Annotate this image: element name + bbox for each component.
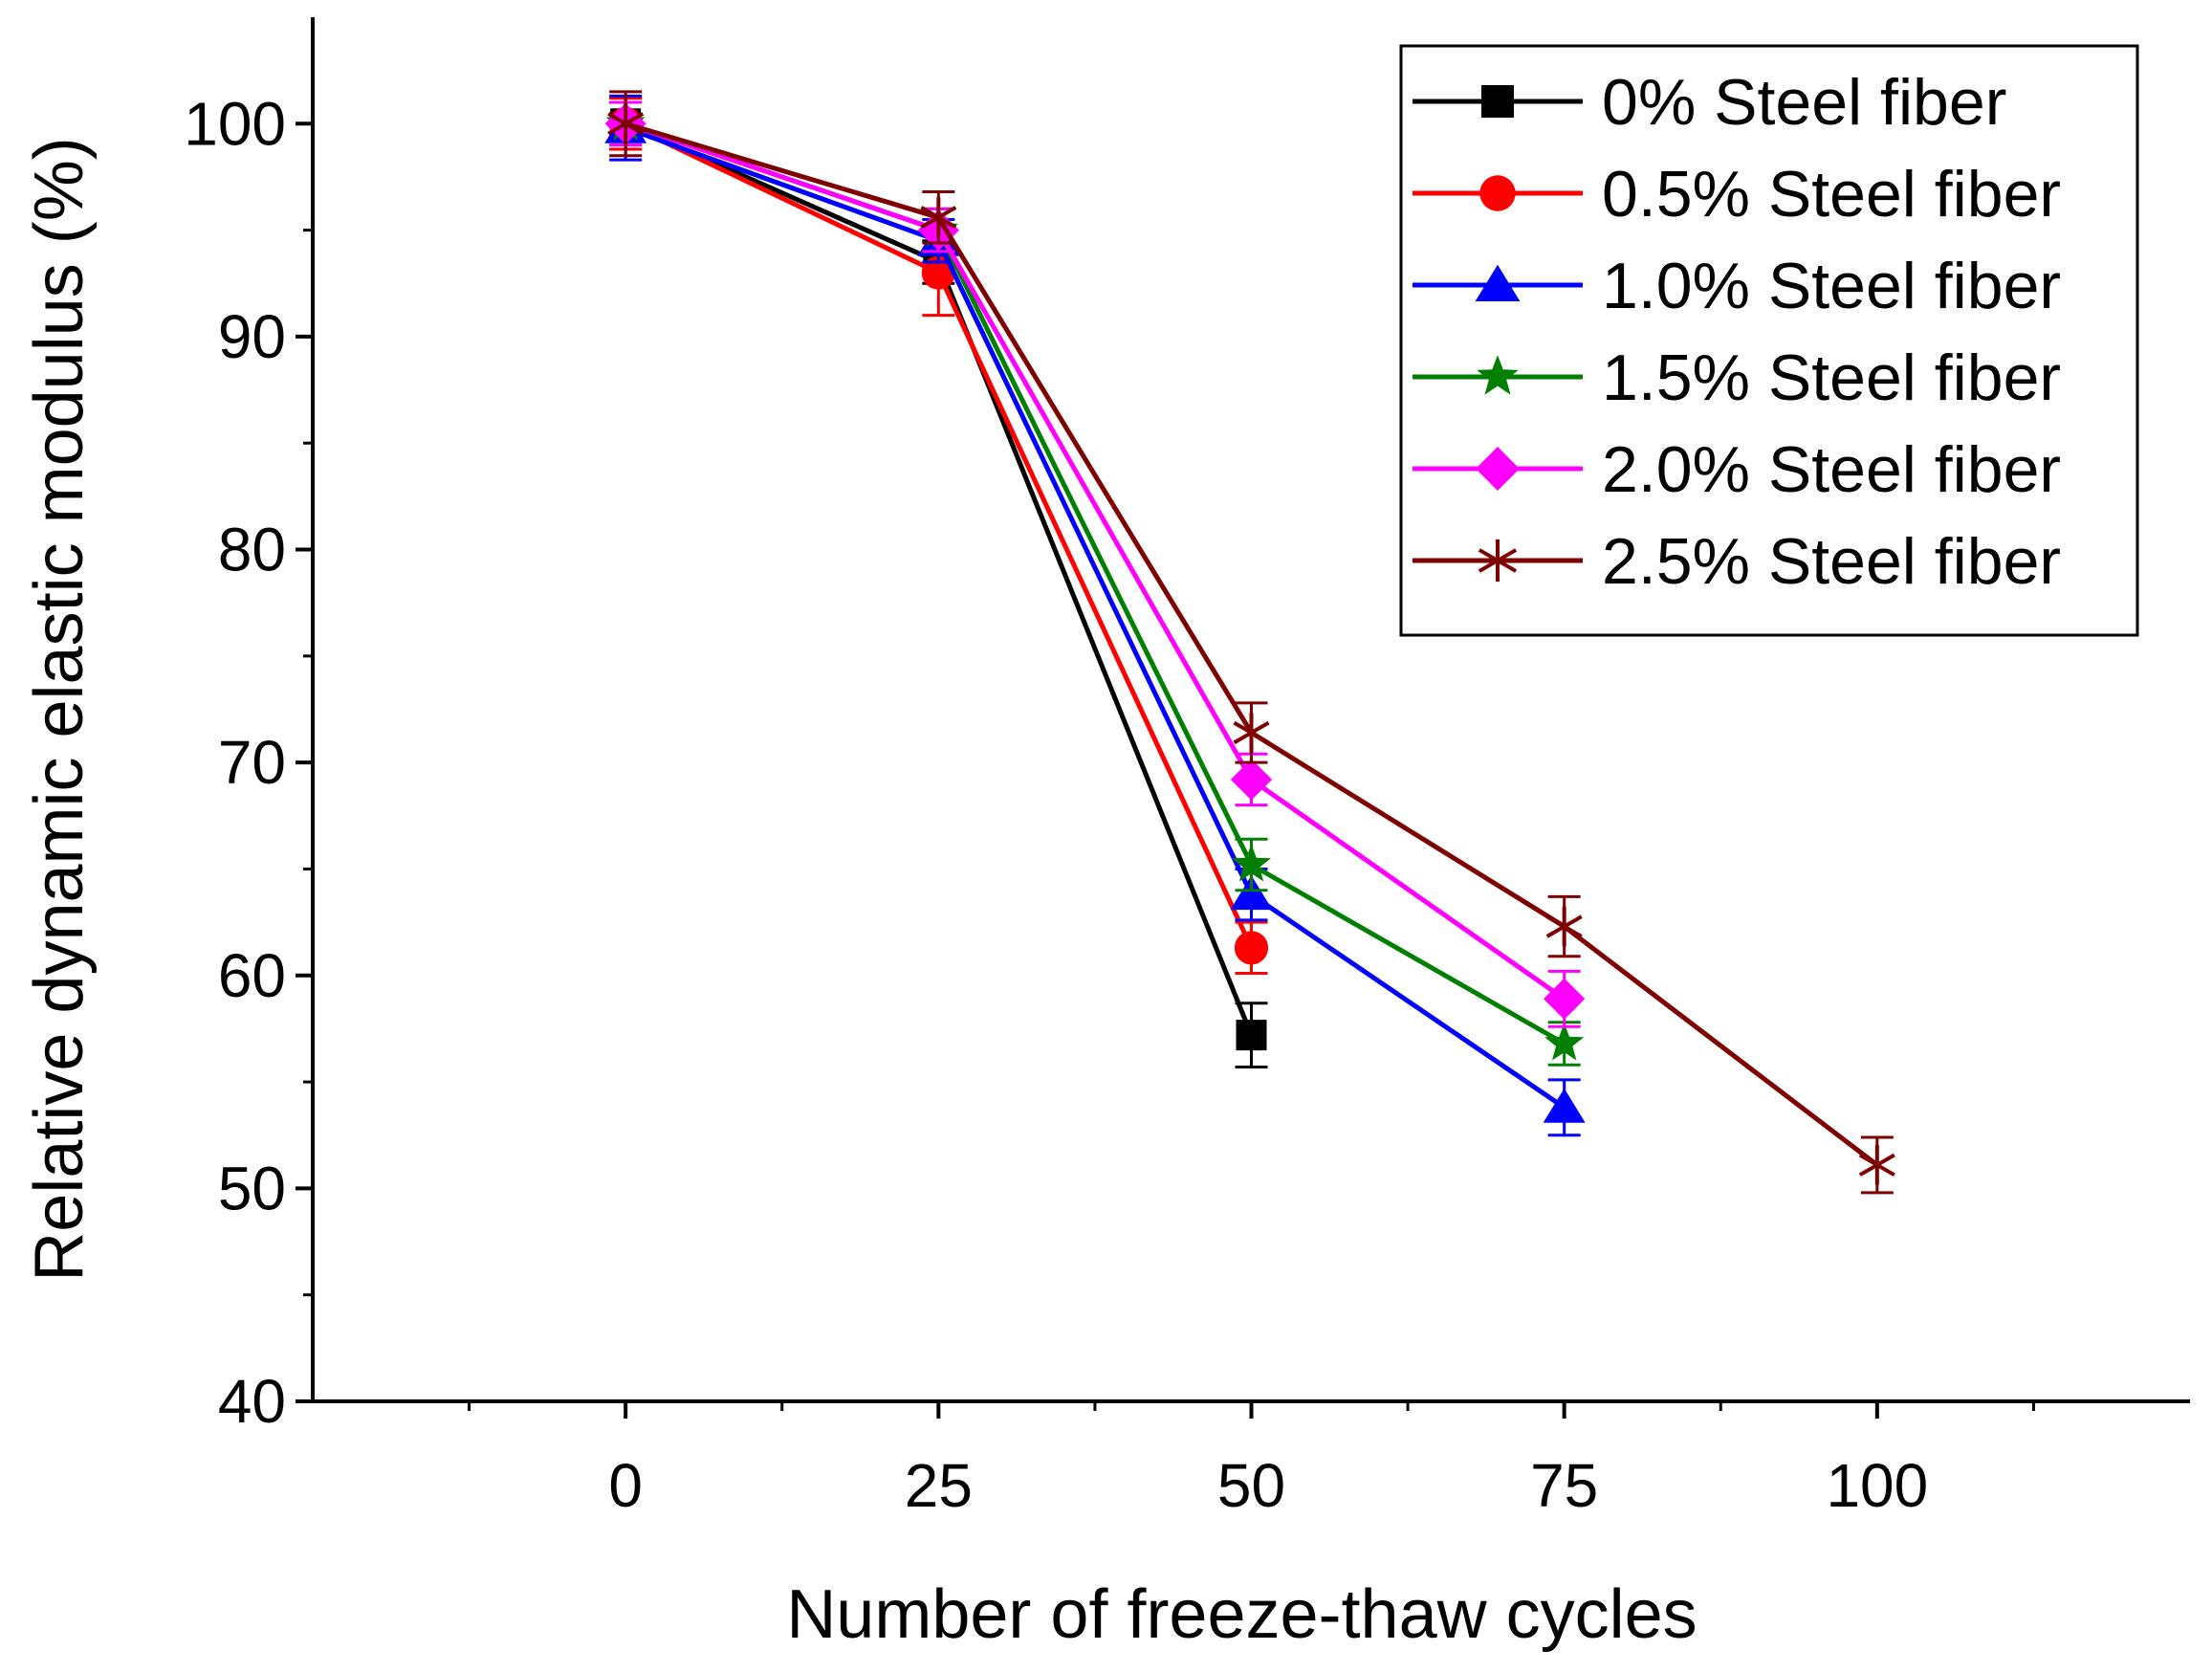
legend-marker: [1481, 85, 1514, 118]
legend-marker: [1477, 355, 1519, 395]
series-5: [607, 90, 1895, 1195]
legend-label: 1.5% Steel fiber: [1602, 341, 2061, 414]
y-tick-label: 40: [218, 1367, 286, 1436]
y-tick-label: 50: [218, 1154, 286, 1222]
y-tick-label: 60: [218, 941, 286, 1010]
y-axis-title: Relative dynamic elastic modulus (%): [21, 137, 98, 1281]
legend-item: 0.5% Steel fiber: [1413, 158, 2061, 231]
data-point: [1230, 759, 1273, 801]
marker-stroke: [1478, 548, 1518, 573]
legend: 0% Steel fiber 0.5% Steel fiber 1.0% Steel…: [1399, 44, 2139, 637]
y-tick-label: 70: [218, 728, 286, 797]
legend-marker: [1479, 175, 1516, 211]
data-point: [1544, 1023, 1585, 1061]
legend-item: 2.5% Steel fiber: [1413, 525, 2061, 598]
legend-item: 1.0% Steel fiber: [1413, 250, 2061, 322]
x-tick-label: 100: [1826, 1451, 1928, 1520]
data-point: [921, 255, 955, 290]
legend-label: 2.5% Steel fiber: [1602, 525, 2061, 598]
legend-marker: [1478, 539, 1518, 583]
legend-item: 1.5% Steel fiber: [1413, 341, 2061, 414]
legend-label: 0.5% Steel fiber: [1602, 158, 2061, 231]
marker-stroke: [1545, 914, 1583, 938]
data-point: [1233, 713, 1270, 753]
data-point: [1544, 978, 1586, 1020]
axes: 40 50 60 70 80 90 100 0 25 50 75 100: [184, 17, 2190, 1520]
x-tick-label: 0: [608, 1451, 643, 1520]
legend-item: 2.0% Steel fiber: [1413, 433, 2061, 506]
data-point: [1545, 906, 1583, 947]
marker-stroke: [1233, 720, 1270, 745]
data-point: [1858, 1145, 1895, 1185]
x-tick-label: 25: [905, 1451, 973, 1520]
x-axis-title: Number of freeze-thaw cycles: [786, 1576, 1697, 1653]
marker-stroke: [607, 112, 645, 136]
legend-box: [1399, 44, 2139, 637]
data-point: [1236, 1020, 1267, 1051]
legend-label: 0% Steel fiber: [1602, 66, 2006, 139]
legend-marker: [1476, 447, 1520, 491]
y-tick-label: 80: [218, 516, 286, 584]
data-point: [607, 103, 645, 144]
series-line: [624, 125, 1566, 1110]
legend-marker: [1475, 264, 1521, 301]
x-tick-label: 75: [1530, 1451, 1598, 1520]
plot-area: [604, 90, 1895, 1195]
data-point: [1234, 931, 1269, 965]
y-tick-label: 100: [184, 89, 286, 158]
data-point: [920, 197, 957, 238]
data-point: [1543, 1088, 1586, 1123]
data-point: [1232, 844, 1271, 882]
series-line: [624, 121, 1566, 1002]
legend-label: 1.0% Steel fiber: [1602, 250, 2061, 322]
legend-item: 0% Steel fiber: [1413, 66, 2006, 139]
marker-stroke: [1858, 1153, 1895, 1178]
data-point: [1230, 875, 1273, 911]
legend-label: 2.0% Steel fiber: [1602, 433, 2061, 506]
marker-stroke: [920, 206, 957, 230]
x-tick-label: 50: [1217, 1451, 1285, 1520]
y-tick-label: 90: [218, 302, 286, 371]
